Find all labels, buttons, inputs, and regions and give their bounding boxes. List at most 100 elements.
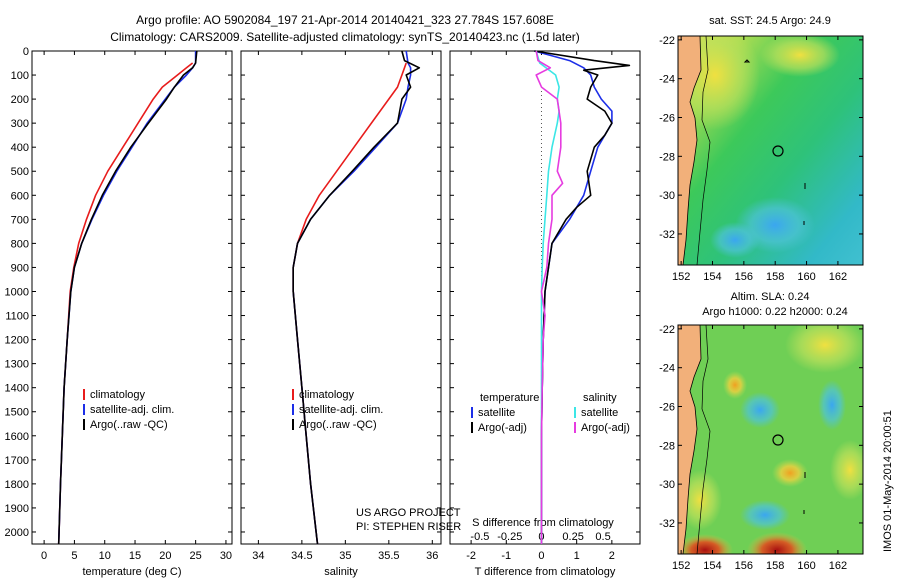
difference-series-temp-argo-adj- [534,50,631,544]
map-y-tick-label: -22 [659,35,675,47]
legend-label: climatology [90,389,146,401]
sla-land [678,325,702,554]
map-y-tick-label: -28 [659,151,675,163]
legend-label: Argo(..raw -QC) [299,419,377,431]
map-x-tick-label: 158 [766,560,784,572]
figure-title-line1: Argo profile: AO 5902084_197 21-Apr-2014… [136,13,554,27]
sst-blue-region [710,222,760,258]
x-tick-label: 35 [339,550,351,562]
legend-label: satellite [581,407,618,419]
legend-label: satellite-adj. clim. [299,404,383,416]
depth-tick-label: 2000 [5,527,29,539]
salinity-diff-tick-label: -0.5 [470,531,489,543]
sst-map: sat. SST: 24.5 Argo: 24.9 152 154 156 158 16… [659,15,864,283]
depth-tick-label: 1000 [5,286,29,298]
salinity-series-argo-raw-qc- [292,50,421,545]
difference-panel: -2 -1 0 1 2 T difference from climatology S di… [449,50,641,578]
sla-yellow-region [830,440,863,500]
depth-tick-label: 900 [11,262,29,274]
depth-tick-label: 200 [11,94,29,106]
sst-map-title: sat. SST: 24.5 Argo: 24.9 [709,15,831,27]
imos-timestamp: IMOS 01-May-2014 20:00:51 [882,410,894,552]
x-tick-label: 30 [220,550,232,562]
depth-tick-label: 1400 [5,383,29,395]
legend-title-salinity: salinity [583,392,617,404]
depth-tick-label: 1700 [5,455,29,467]
sla-map-title-line1: Altim. SLA: 0.24 [731,291,810,303]
legend-label: satellite [478,407,515,419]
depth-tick-label: 800 [11,238,29,250]
salinity-diff-tick-label: 0.5 [595,531,610,543]
map-x-tick-label: 162 [829,560,847,572]
sst-island [743,59,806,225]
depth-tick-label: 300 [11,118,29,130]
sla-blue-region [740,500,790,530]
sst-map-frame [677,35,864,266]
depth-tick-label: 0 [23,46,29,58]
sla-red-region [747,532,807,554]
depth-tick-label: 1600 [5,431,29,443]
x-tick-label: -1 [501,550,511,562]
x-axis-top-label: S difference from climatology [472,517,614,529]
x-tick-label: 35.5 [378,550,399,562]
legend-label: Argo(-adj) [581,422,630,434]
map-y-tick-label: -28 [659,440,675,452]
credit-pi: PI: STEPHEN RISER [356,521,461,533]
legend-title-temperature: temperature [480,392,539,404]
map-y-tick-label: -24 [659,363,675,375]
sla-red-region [678,534,733,554]
depth-tick-label: 1100 [5,311,29,323]
map-x-tick-label: 160 [797,271,815,283]
map-x-tick-label: 154 [703,560,721,572]
sst-argo-marker [772,145,784,157]
depth-tick-label: 1900 [5,503,29,515]
x-tick-label: 1 [574,550,580,562]
salinity-diff-tick-label: 0.25 [562,531,583,543]
map-y-tick-label: -32 [659,229,675,241]
sla-blue-region [818,380,846,430]
x-tick-label: 20 [159,550,171,562]
sla-coastline-shelf [696,325,711,554]
depth-tick-label: 500 [11,166,29,178]
salinity-panel: 34 34.5 35 35.5 36 salinity climatology satelli… [240,50,461,578]
x-tick-label: 0 [538,550,544,562]
map-x-tick-label: 152 [672,271,690,283]
x-tick-label: -2 [466,550,476,562]
sla-blue-region [740,392,780,428]
sla-map: Altim. SLA: 0.24 Argo h1000: 0.22 h2000:… [659,291,864,572]
sla-map-frame [677,324,864,555]
x-tick-label: 34 [252,550,264,562]
figure-title-line2: Climatology: CARS2009. Satellite-adjuste… [110,30,580,44]
salinity-series-satellite-adj-clim- [292,50,412,545]
map-y-tick-label: -30 [659,190,675,202]
credit-project: US ARGO PROJECT [356,507,461,519]
difference-frame [449,50,641,545]
map-x-tick-label: 158 [766,271,784,283]
map-x-tick-label: 162 [829,271,847,283]
sst-yellow-region [760,36,840,77]
sla-argo-marker [772,434,784,446]
difference-series-sal-satellite [535,50,560,544]
x-tick-label: 25 [190,550,202,562]
map-y-tick-label: -30 [659,479,675,491]
salinity-diff-tick-label: -0.25 [497,531,522,543]
map-x-tick-label: 156 [735,560,753,572]
x-tick-label: 15 [129,550,141,562]
difference-series-sal-argo-adj- [535,50,564,544]
sla-map-title-line2: Argo h1000: 0.22 h2000: 0.24 [702,306,848,318]
temperature-frame [31,50,233,545]
legend-label: Argo(..raw -QC) [90,419,168,431]
map-y-tick-label: -32 [659,518,675,530]
x-tick-label: 36 [426,550,438,562]
difference-series-temp-satellite [534,50,613,544]
depth-tick-label: 1200 [5,335,29,347]
map-x-tick-label: 156 [735,271,753,283]
map-x-tick-label: 154 [703,271,721,283]
temperature-series-argo-raw-qc- [57,50,198,545]
sst-land [678,36,702,265]
x-tick-label: 5 [71,550,77,562]
sla-yellow-region [785,325,863,373]
map-y-tick-label: -22 [659,324,675,336]
x-axis-label: T difference from climatology [475,566,616,578]
x-tick-label: 0 [41,550,47,562]
